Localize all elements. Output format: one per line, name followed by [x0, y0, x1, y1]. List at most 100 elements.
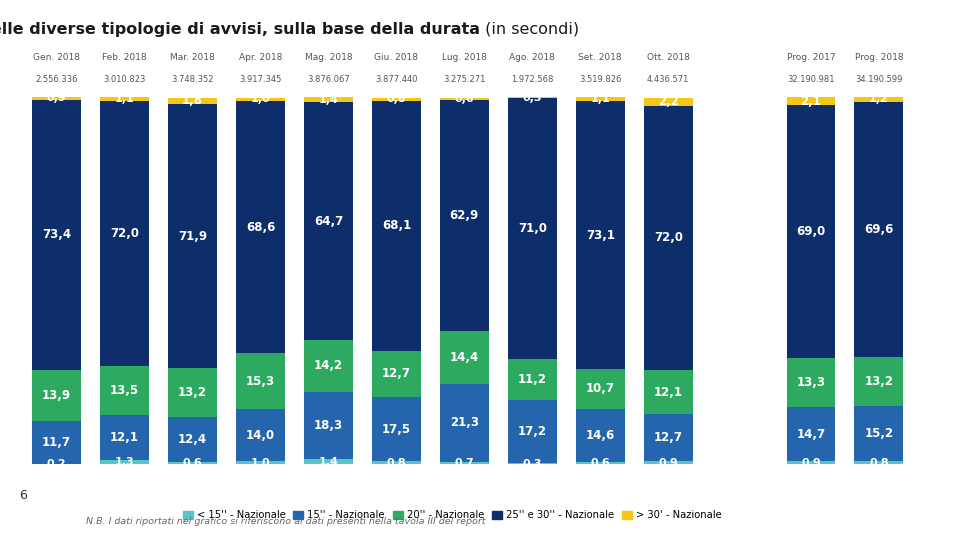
- Bar: [440, 462, 489, 464]
- Text: 14,4: 14,4: [449, 350, 479, 363]
- Bar: [576, 409, 625, 462]
- Text: 72,0: 72,0: [110, 227, 139, 240]
- Text: 1,2: 1,2: [869, 94, 889, 104]
- Text: 3.877.440: 3.877.440: [375, 75, 418, 84]
- Text: 0,6: 0,6: [182, 458, 203, 468]
- Bar: [508, 98, 557, 359]
- Text: 62,9: 62,9: [449, 209, 479, 222]
- Text: 32.190.981: 32.190.981: [787, 75, 835, 84]
- Text: 13,5: 13,5: [110, 384, 139, 397]
- Text: 6: 6: [19, 489, 27, 502]
- Bar: [168, 462, 217, 464]
- Bar: [100, 366, 149, 415]
- Bar: [786, 407, 835, 461]
- Text: Gen. 2018: Gen. 2018: [33, 53, 80, 62]
- Text: 0,6: 0,6: [454, 93, 474, 104]
- Bar: [854, 97, 903, 102]
- Text: 3.010.823: 3.010.823: [104, 75, 146, 84]
- Text: 0,8: 0,8: [387, 458, 406, 468]
- Text: 15,3: 15,3: [246, 375, 275, 388]
- Text: 0,2: 0,2: [47, 459, 66, 469]
- Bar: [440, 100, 489, 330]
- Text: (in secondi): (in secondi): [480, 22, 579, 37]
- Text: 1,1: 1,1: [590, 94, 611, 104]
- Text: 1,0: 1,0: [251, 94, 271, 104]
- Legend: < 15'' - Nazionale, 15'' - Nazionale, 20'' - Nazionale, 25'' e 30'' - Nazionale,: < 15'' - Nazionale, 15'' - Nazionale, 20…: [179, 506, 726, 524]
- Bar: [854, 406, 903, 462]
- Text: 11,7: 11,7: [42, 436, 71, 449]
- Text: 2.556.336: 2.556.336: [36, 75, 78, 84]
- Text: 14,6: 14,6: [586, 429, 615, 442]
- Bar: [644, 415, 693, 461]
- Text: 71,0: 71,0: [517, 222, 547, 235]
- Bar: [304, 103, 353, 340]
- Bar: [304, 392, 353, 459]
- Bar: [372, 462, 420, 464]
- Bar: [644, 461, 693, 464]
- Text: 71,9: 71,9: [178, 230, 207, 242]
- Bar: [236, 461, 285, 464]
- Bar: [644, 370, 693, 415]
- Text: 1,8: 1,8: [182, 94, 203, 107]
- Text: 4.436.571: 4.436.571: [647, 75, 689, 84]
- Text: Lug. 2018: Lug. 2018: [442, 53, 487, 62]
- Bar: [508, 400, 557, 463]
- Text: 0,7: 0,7: [454, 458, 474, 468]
- Bar: [372, 350, 420, 397]
- Bar: [32, 100, 81, 370]
- Text: 11,2: 11,2: [517, 373, 547, 386]
- Bar: [100, 97, 149, 101]
- Text: Prog. 2018: Prog. 2018: [854, 53, 903, 62]
- Bar: [372, 100, 420, 350]
- Bar: [236, 98, 285, 101]
- Text: 1,1: 1,1: [114, 94, 134, 104]
- Text: 0,9: 0,9: [47, 93, 66, 104]
- Text: 13,2: 13,2: [864, 375, 894, 388]
- Text: 13,9: 13,9: [42, 389, 71, 402]
- Bar: [304, 97, 353, 103]
- Bar: [786, 105, 835, 358]
- Text: 72,0: 72,0: [654, 231, 683, 244]
- Text: 3.519.826: 3.519.826: [579, 75, 621, 84]
- Bar: [440, 383, 489, 462]
- Text: 12,1: 12,1: [654, 386, 683, 399]
- Text: 1,4: 1,4: [319, 95, 338, 105]
- Bar: [100, 415, 149, 460]
- Text: 1,4: 1,4: [319, 457, 338, 467]
- Bar: [32, 421, 81, 464]
- Bar: [168, 104, 217, 368]
- Text: 68,1: 68,1: [382, 219, 411, 232]
- Text: 64,7: 64,7: [314, 214, 343, 228]
- Text: 73,1: 73,1: [586, 228, 614, 241]
- Text: 13,3: 13,3: [797, 376, 826, 389]
- Bar: [32, 370, 81, 421]
- Bar: [372, 98, 420, 100]
- Text: Apr. 2018: Apr. 2018: [239, 53, 282, 62]
- Bar: [786, 461, 835, 464]
- Text: 2,2: 2,2: [658, 95, 679, 108]
- Text: Mag. 2018: Mag. 2018: [304, 53, 352, 62]
- Text: 12,1: 12,1: [110, 431, 139, 444]
- Text: 0,3: 0,3: [522, 93, 542, 103]
- Text: N.B. I dati riportati nel grafico si riferiscono ai dati presenti nella tavola I: N.B. I dati riportati nel grafico si rif…: [86, 517, 486, 526]
- Text: 0,3: 0,3: [522, 459, 542, 469]
- Bar: [168, 98, 217, 104]
- Text: 0,8: 0,8: [869, 458, 889, 468]
- Text: 17,5: 17,5: [382, 423, 411, 436]
- Bar: [372, 397, 420, 462]
- Bar: [786, 358, 835, 407]
- Text: 69,0: 69,0: [797, 225, 826, 238]
- Text: 15,2: 15,2: [864, 427, 894, 440]
- Bar: [576, 101, 625, 369]
- Text: Peso % delle diverse tipologie di avvisi, sulla base della durata: Peso % delle diverse tipologie di avvisi…: [0, 22, 480, 37]
- Bar: [576, 462, 625, 464]
- Text: 14,2: 14,2: [314, 360, 343, 373]
- Text: 73,4: 73,4: [42, 228, 71, 241]
- Text: 3.748.352: 3.748.352: [171, 75, 214, 84]
- Text: Set. 2018: Set. 2018: [579, 53, 622, 62]
- Text: Prog. 2017: Prog. 2017: [786, 53, 835, 62]
- Text: Feb. 2018: Feb. 2018: [102, 53, 147, 62]
- Bar: [236, 353, 285, 409]
- Bar: [100, 101, 149, 366]
- Bar: [32, 97, 81, 100]
